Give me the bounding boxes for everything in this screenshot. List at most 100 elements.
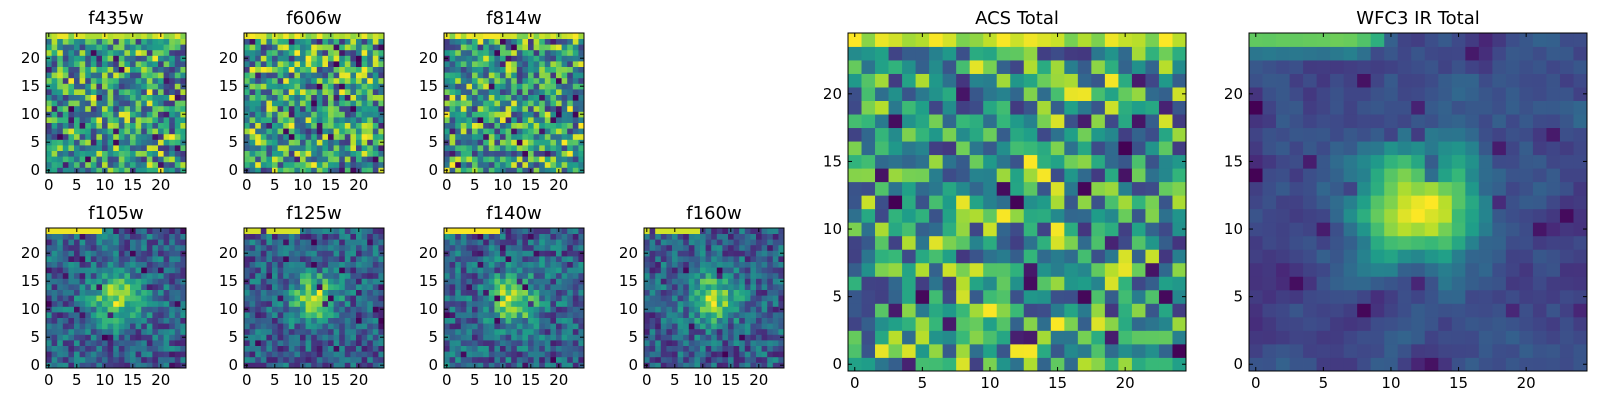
heatmap-cell [1104,316,1119,331]
heatmap-cell [305,55,312,62]
heatmap-cell [255,356,262,363]
heatmap-cell [460,94,467,101]
heatmap-cell [277,150,284,157]
heatmap-cell [544,289,551,296]
heatmap-cell [533,128,540,135]
heatmap-cell [350,250,357,257]
heatmap-cell [578,317,585,324]
heatmap-cell [488,66,495,73]
heatmap-cell [1077,289,1092,304]
heatmap-cell [550,89,557,95]
heatmap-cell [118,122,125,129]
heatmap-cell [96,55,103,62]
heatmap-cell [46,38,52,45]
heatmap-cell [767,323,774,330]
heatmap-cell [146,328,153,335]
heatmap-cell [739,345,746,352]
heatmap-cell [378,345,385,352]
heatmap-cell [1064,357,1079,372]
heatmap-cell [1158,262,1173,277]
heatmap-cell [511,55,518,62]
heatmap-cell [455,156,462,163]
heatmap-cell [711,334,718,341]
heatmap-cell [79,362,86,369]
heatmap-cell [350,328,357,335]
heatmap-cell [1131,168,1146,183]
heatmap-cell [361,244,368,251]
heatmap-cell [772,328,779,335]
heatmap-cell [344,111,351,118]
heatmap-cell [915,343,930,358]
heatmap-cell [544,328,551,335]
heatmap-cell [544,340,551,346]
heatmap-cell [163,250,170,257]
heatmap-cell [539,150,546,157]
heatmap-cell [333,289,340,296]
heatmap-cell [660,278,667,285]
heatmap-cell [51,111,58,118]
heatmap-cell [539,244,546,251]
heatmap-cell [494,122,501,129]
heatmap-cell [533,334,540,341]
heatmap-cell [455,139,462,146]
heatmap-cell [180,117,187,123]
heatmap-cell [74,117,80,123]
heatmap-cell [666,295,673,302]
heatmap-cell [1131,276,1146,291]
heatmap-cell [1091,249,1106,264]
heatmap-cell [666,244,673,251]
heatmap-cell [288,267,295,274]
heatmap-cell [249,362,256,369]
heatmap-cell [372,77,379,84]
axes-frame [243,32,385,174]
heatmap-cell [772,334,779,341]
heatmap-cell [51,289,58,296]
heatmap-cell [460,356,467,363]
heatmap-cell [767,278,774,285]
heatmap-cell [152,83,159,90]
heatmap-cell [544,306,551,313]
heatmap-cell [522,239,529,246]
heatmap-cell [688,334,695,341]
x-tick-label: 10 [293,371,312,389]
heatmap-cell [683,289,690,296]
heatmap-cell [722,244,729,251]
heatmap-cell [146,362,153,369]
heatmap-cell [483,49,490,56]
heatmap-cell [57,145,64,151]
heatmap-cell [311,351,318,358]
heatmap-cell [305,239,312,246]
heatmap-cell [733,328,740,335]
heatmap-cell [528,150,534,157]
heatmap-cell [90,256,97,262]
heatmap-cell [135,351,142,358]
x-tick-label: 20 [549,371,568,389]
heatmap-cell [728,340,734,346]
heatmap-cell [1158,343,1173,358]
heatmap-cell [533,111,540,118]
heatmap-cell [68,272,75,279]
heatmap-cell [249,345,256,352]
heatmap-cell [288,150,295,157]
heatmap-cell [728,356,734,363]
heatmap-cell [333,328,340,335]
heatmap-cell [728,278,734,285]
heatmap-cell [488,278,495,285]
heatmap-cell [62,334,69,341]
heatmap-cell [169,244,176,251]
heatmap-cell [528,61,534,67]
heatmap-cell [174,72,181,79]
heatmap-cell [449,150,456,157]
heatmap-cell [556,289,562,296]
heatmap-cell [477,267,484,274]
heatmap-cell [244,312,250,318]
heatmap-cell [367,250,374,257]
heatmap-cell [361,284,368,290]
heatmap-cell [333,38,340,45]
heatmap-cell [942,316,957,331]
heatmap-cell [266,156,273,163]
heatmap-cell [505,244,512,251]
heatmap-cell [328,161,334,168]
heatmap-cell [983,289,998,304]
heatmap-cell [283,128,290,135]
